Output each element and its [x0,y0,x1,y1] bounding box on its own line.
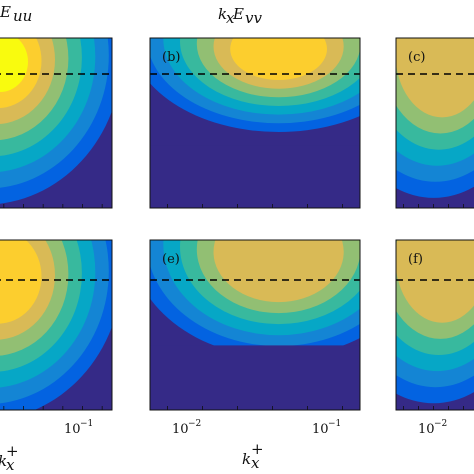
panel-label-f: (f) [408,252,423,267]
panel-frame [149,37,361,209]
xlabel-sup: + [251,440,264,458]
contour-level-6 [396,240,474,323]
tick-base: 10 [172,422,189,437]
column-title-b: k x E vv [218,5,262,27]
panel-frame [0,239,113,411]
contour-level-8 [0,38,28,92]
column-title-a: E uu [0,3,32,25]
title-b-prefix-sub: x [226,9,235,27]
xlabel-main: k [242,450,251,468]
xlabel-sub: x [6,456,15,474]
panel-label-c: (c) [408,50,425,65]
x-axis-label-middle: k x + [242,440,264,472]
panel-a [0,37,113,209]
panel-label-e: (e) [162,252,180,267]
title-b-prefix: k [218,5,227,23]
xlabel-main: k [0,452,7,470]
title-a-main: E [0,3,11,21]
contour-level-7 [0,240,42,324]
panel-frame [0,37,113,209]
x-ticks: 10 −1 10 −2 10 −1 10 −2 [64,419,447,437]
tick-exp: −1 [328,419,341,429]
contour-level-6 [213,240,344,303]
tick-base: 10 [418,422,435,437]
xlabel-sub: x [251,454,260,472]
tick-label-f-1e-2: 10 −2 [418,419,447,437]
contour-level-7 [230,38,327,80]
panel-b: (b) [149,37,361,209]
panel-c: (c) [395,37,474,209]
tick-exp: −2 [434,419,447,429]
panel-d [0,239,113,411]
title-b-main: E [232,5,244,23]
contour-level-6 [396,38,474,118]
panel-label-b: (b) [162,50,180,65]
panel-f: (f) [395,239,474,411]
tick-label-e-1e-1: 10 −1 [312,419,341,437]
panel-e: (e) [149,239,361,411]
low-region [150,145,360,208]
tick-label-d-1e-1: 10 −1 [64,419,93,437]
panel-frame [395,239,474,411]
title-a-sub: uu [13,7,32,25]
tick-exp: −1 [80,419,93,429]
panels: (b) (c) (e) (f) [0,37,474,411]
tick-exp: −2 [188,419,201,429]
panel-frame [395,37,474,209]
xlabel-sup: + [6,442,19,460]
x-axis-label-left: k x + [0,442,19,474]
tick-base: 10 [64,422,81,437]
panel-frame [149,239,361,411]
tick-base: 10 [312,422,329,437]
low-region [150,345,360,410]
title-b-sub: vv [245,9,262,27]
tick-label-e-1e-2: 10 −2 [172,419,201,437]
